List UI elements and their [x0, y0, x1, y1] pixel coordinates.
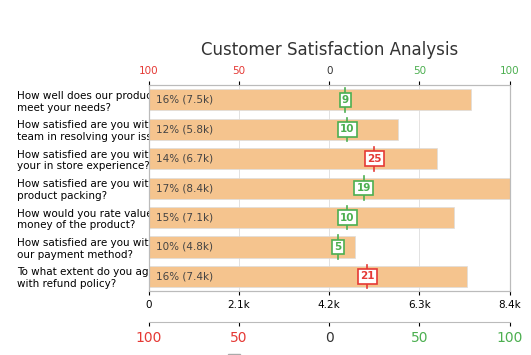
Bar [149, 148, 436, 169]
Text: 10: 10 [340, 124, 355, 134]
Text: 21: 21 [360, 271, 374, 282]
Bar [149, 266, 467, 287]
Bar [149, 236, 355, 258]
Legend: Net Promoter Score, Responses: Net Promoter Score, Responses [224, 352, 435, 355]
Text: 25: 25 [367, 154, 382, 164]
Bar [149, 178, 510, 199]
Bar [149, 89, 471, 110]
Text: 19: 19 [356, 183, 371, 193]
Text: 16% (7.5k): 16% (7.5k) [157, 95, 213, 105]
Title: Customer Satisfaction Analysis: Customer Satisfaction Analysis [201, 41, 458, 59]
Bar [149, 207, 454, 228]
Text: 16% (7.4k): 16% (7.4k) [157, 271, 213, 282]
Text: 9: 9 [342, 95, 349, 105]
Text: 10% (4.8k): 10% (4.8k) [157, 242, 213, 252]
Text: 10: 10 [340, 213, 355, 223]
Text: 14% (6.7k): 14% (6.7k) [157, 154, 213, 164]
Bar [149, 119, 398, 140]
Text: 17% (8.4k): 17% (8.4k) [157, 183, 213, 193]
Text: 15% (7.1k): 15% (7.1k) [157, 213, 213, 223]
Text: 5: 5 [335, 242, 342, 252]
Text: 12% (5.8k): 12% (5.8k) [157, 124, 213, 134]
